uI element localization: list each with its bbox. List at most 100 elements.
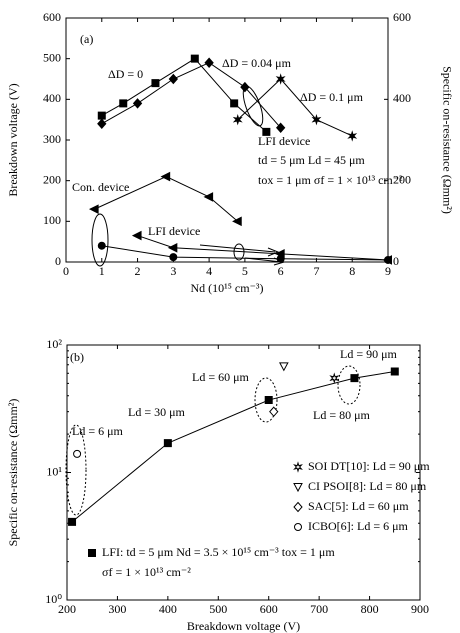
y2-tick-label: 0 bbox=[393, 254, 399, 268]
marker bbox=[350, 374, 359, 383]
x-tick-label: 7 bbox=[313, 264, 319, 278]
plot-frame-a bbox=[65, 17, 389, 263]
legend-marker bbox=[293, 523, 303, 531]
x-tick-label: 300 bbox=[108, 602, 126, 616]
y-tick-label: 300 bbox=[43, 132, 61, 146]
y-tick-label: 10¹ bbox=[46, 464, 62, 478]
y-tick-label: 400 bbox=[43, 91, 61, 105]
x-tick-label: 600 bbox=[260, 602, 278, 616]
marker bbox=[264, 396, 273, 405]
legend-label: ICBO[6]: Ld = 6 μm bbox=[308, 519, 409, 533]
x-tick-label: 400 bbox=[159, 602, 177, 616]
marker bbox=[169, 253, 178, 262]
marker bbox=[230, 99, 239, 108]
marker bbox=[329, 372, 340, 384]
marker bbox=[276, 254, 285, 263]
marker bbox=[73, 449, 82, 458]
x-axis-title: Breakdown voltage (V) bbox=[187, 619, 300, 633]
annotation: Ld = 80 μm bbox=[313, 408, 371, 422]
legend-label: SAC[5]: Ld = 60 μm bbox=[308, 499, 409, 513]
x-axis-title: Nd (10¹⁵ cm⁻³) bbox=[190, 281, 263, 295]
marker bbox=[275, 122, 286, 134]
y-axis-title: Breakdown voltage (V) bbox=[6, 83, 20, 196]
x-tick-label: 900 bbox=[411, 602, 429, 616]
marker bbox=[97, 118, 107, 129]
annotation: σf = 1 × 10¹³ cm⁻² bbox=[102, 565, 191, 579]
annotation: Ld = 6 μm bbox=[72, 424, 124, 438]
x-tick-label: 8 bbox=[349, 264, 355, 278]
y-tick-label: 0 bbox=[55, 254, 61, 268]
marker bbox=[275, 73, 286, 85]
marker bbox=[311, 113, 322, 126]
annotation: td = 5 μm Ld = 45 μm bbox=[258, 153, 365, 167]
ellipse bbox=[65, 424, 87, 516]
y-tick-label: 10² bbox=[46, 337, 62, 351]
panel-label: (a) bbox=[80, 32, 93, 46]
series-line bbox=[101, 62, 282, 129]
x-tick-label: 1 bbox=[99, 264, 105, 278]
series-line bbox=[94, 176, 239, 222]
x-tick-label: 700 bbox=[310, 602, 328, 616]
series-line bbox=[101, 245, 389, 261]
marker bbox=[167, 242, 178, 253]
y2-tick-label: 200 bbox=[393, 172, 411, 186]
y-axis-title: Specific on-resistance (Ωmm²) bbox=[6, 399, 20, 547]
marker bbox=[190, 54, 199, 63]
legend-marker bbox=[293, 501, 303, 513]
y-tick-label: 100 bbox=[43, 213, 61, 227]
marker bbox=[204, 57, 214, 68]
x-tick-label: 2 bbox=[135, 264, 141, 278]
marker bbox=[347, 130, 358, 142]
marker bbox=[89, 204, 99, 214]
marker bbox=[131, 230, 142, 241]
marker bbox=[262, 127, 271, 136]
series-label: ΔD = 0.1 μm bbox=[300, 90, 364, 104]
marker bbox=[279, 362, 289, 372]
marker bbox=[203, 192, 214, 202]
x-tick-label: 4 bbox=[206, 264, 212, 278]
arrow bbox=[199, 244, 280, 257]
ellipse bbox=[337, 365, 361, 405]
x-tick-label: 500 bbox=[209, 602, 227, 616]
annotation: Ld = 60 μm bbox=[192, 370, 250, 384]
annotation: Ld = 90 μm bbox=[340, 347, 398, 361]
y-tick-label: 500 bbox=[43, 50, 61, 64]
legend-marker bbox=[293, 461, 303, 473]
y-tick-label: 10⁰ bbox=[45, 592, 62, 606]
x-tick-label: 6 bbox=[278, 264, 284, 278]
y2-axis-title: Specific on-resistance (Ωmm²) bbox=[440, 66, 454, 214]
y-tick-label: 200 bbox=[43, 172, 61, 186]
series-line bbox=[137, 235, 389, 261]
marker bbox=[68, 517, 77, 526]
x-tick-label: 200 bbox=[58, 602, 76, 616]
marker bbox=[163, 439, 172, 448]
annotation: Ld = 30 μm bbox=[128, 405, 186, 419]
series-label: ΔD = 0.04 μm bbox=[222, 56, 292, 70]
marker bbox=[119, 99, 128, 108]
series-label: ΔD = 0 bbox=[108, 67, 143, 81]
legend-label: SOI DT[10]: Ld = 90 μm bbox=[308, 459, 430, 473]
legend-marker bbox=[293, 483, 303, 493]
ellipse bbox=[91, 213, 109, 267]
marker bbox=[97, 241, 106, 250]
series-line bbox=[237, 78, 353, 137]
series-label: Con. device bbox=[72, 180, 129, 194]
x-tick-label: 800 bbox=[361, 602, 379, 616]
marker bbox=[160, 171, 171, 182]
marker bbox=[232, 216, 242, 227]
marker bbox=[390, 367, 399, 376]
y-tick-label: 600 bbox=[43, 10, 61, 24]
ellipse bbox=[254, 377, 278, 423]
marker bbox=[269, 406, 279, 417]
x-tick-label: 9 bbox=[385, 264, 391, 278]
panel-label: (b) bbox=[70, 350, 84, 364]
annotation: tox = 1 μm σf = 1 × 10¹³ cm⁻² bbox=[258, 173, 403, 187]
marker bbox=[168, 73, 179, 85]
x-tick-label: 5 bbox=[242, 264, 248, 278]
marker bbox=[132, 98, 143, 109]
marker bbox=[97, 111, 106, 120]
y2-tick-label: 600 bbox=[393, 10, 411, 24]
legend-label: LFI: td = 5 μm Nd = 3.5 × 10¹⁵ cm⁻³ tox … bbox=[102, 545, 335, 559]
marker bbox=[232, 113, 243, 126]
